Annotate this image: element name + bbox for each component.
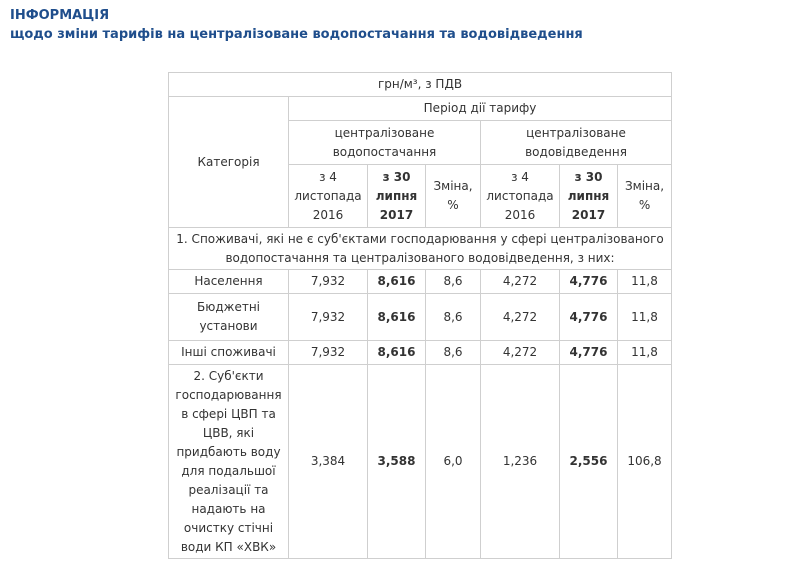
cell-value: 106,8 — [616, 364, 673, 559]
col-header-from-2016: з 4 листопада 2016 — [288, 164, 368, 228]
cell-value: 11,8 — [616, 269, 673, 294]
category-header: Категорія — [168, 96, 289, 228]
cell-value: 8,6 — [425, 340, 481, 365]
cell-value: 4,272 — [480, 269, 560, 294]
cell-value: 4,776 — [559, 340, 618, 365]
cell-value: 3,384 — [288, 364, 368, 559]
cell-value: 8,616 — [367, 293, 426, 341]
cell-value: 8,616 — [367, 269, 426, 294]
group-header-water-supply: централізоване водопостачання — [288, 120, 481, 165]
row-category: Інші споживачі — [168, 340, 289, 365]
cell-value: 2,556 — [559, 364, 618, 559]
table-row: Населення 7,932 8,616 8,6 4,272 4,776 11… — [168, 269, 673, 294]
tariff-table: грн/м³, з ПДВ Категорія Період дії тариф… — [167, 72, 673, 559]
group-header-wastewater: централізоване водовідведення — [479, 120, 673, 165]
cell-value: 7,932 — [288, 340, 368, 365]
row-category: Населення — [168, 269, 289, 294]
table-row: 2. Суб'єкти господарювання в сфері ЦВП т… — [168, 364, 673, 559]
col-header-from-2017: з 30 липня 2017 — [367, 164, 426, 228]
heading-title: ІНФОРМАЦІЯ — [10, 8, 110, 23]
col-header-from-2017: з 30 липня 2017 — [559, 164, 618, 228]
col-header-from-2016: з 4 листопада 2016 — [480, 164, 560, 228]
cell-value: 8,616 — [367, 340, 426, 365]
table-row: Бюджетні установи 7,932 8,616 8,6 4,272 … — [168, 293, 673, 341]
cell-value: 4,272 — [480, 293, 560, 341]
period-header: Період дії тарифу — [287, 96, 673, 121]
col-header-change: Зміна, % — [616, 164, 673, 228]
cell-value: 8,6 — [425, 269, 481, 294]
section-1-header: 1. Споживачі, які не є суб'єктами господ… — [167, 227, 673, 270]
cell-value: 3,588 — [367, 364, 426, 559]
unit-header: грн/м³, з ПДВ — [167, 72, 673, 97]
row-category: 2. Суб'єкти господарювання в сфері ЦВП т… — [168, 364, 289, 559]
table-row: Інші споживачі 7,932 8,616 8,6 4,272 4,7… — [168, 340, 673, 365]
heading-subtitle: щодо зміни тарифів на централізоване вод… — [10, 27, 583, 42]
document-heading: ІНФОРМАЦІЯ щодо зміни тарифів на централ… — [10, 6, 583, 44]
cell-value: 6,0 — [425, 364, 481, 559]
cell-value: 1,236 — [480, 364, 560, 559]
cell-value: 8,6 — [425, 293, 481, 341]
cell-value: 7,932 — [288, 293, 368, 341]
cell-value: 4,776 — [559, 293, 618, 341]
col-header-change: Зміна, % — [425, 164, 481, 228]
row-category: Бюджетні установи — [168, 293, 289, 341]
cell-value: 4,272 — [480, 340, 560, 365]
cell-value: 11,8 — [616, 340, 673, 365]
cell-value: 7,932 — [288, 269, 368, 294]
cell-value: 4,776 — [559, 269, 618, 294]
cell-value: 11,8 — [616, 293, 673, 341]
